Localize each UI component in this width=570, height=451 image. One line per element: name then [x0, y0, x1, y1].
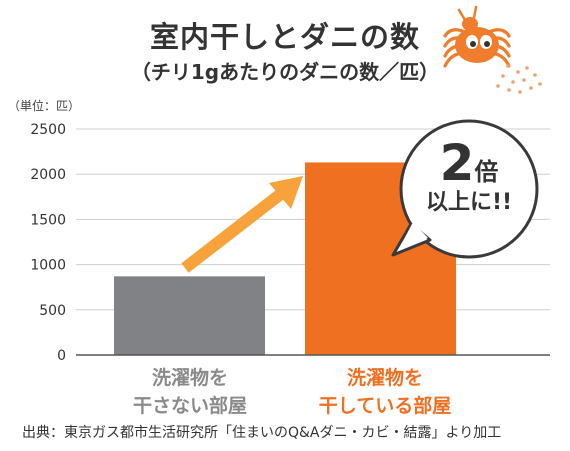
chart-title: 室内干しとダニの数 — [149, 20, 420, 54]
y-tick-label: 1500 — [30, 212, 66, 228]
dust-dot — [511, 80, 515, 84]
chart-subtitle: （チリ1gあたりのダニの数／匹） — [130, 60, 440, 84]
bubble-tail-fill — [398, 222, 428, 251]
dust-dot — [522, 78, 526, 82]
bubble-circle — [399, 119, 539, 259]
callout-text: 2倍 以上に!! — [400, 138, 538, 218]
mite-antenna — [457, 5, 478, 22]
bars — [114, 162, 456, 355]
arrow-head — [269, 176, 303, 209]
dust-dot — [525, 66, 529, 70]
mite-pupil — [470, 41, 476, 47]
category-label-line2: 干さない部屋 — [132, 395, 247, 417]
y-tick-label: 0 — [57, 348, 66, 364]
bar — [114, 276, 265, 355]
unit-label: （単位：匹） — [8, 99, 81, 113]
y-tick-label: 2000 — [30, 167, 66, 183]
dust-dot — [529, 86, 533, 90]
category-label-drying: 洗濯物を 干している部屋 — [290, 364, 480, 420]
arrow-shaft — [181, 188, 286, 273]
dust-dot — [496, 84, 500, 88]
callout-big: 2 — [439, 134, 475, 192]
y-tick-label: 2500 — [30, 122, 66, 138]
mite-icon — [443, 5, 511, 68]
category-label-no-drying: 洗濯物を 干さない部屋 — [95, 364, 285, 420]
y-tick-label: 1000 — [30, 258, 66, 274]
y-axis-ticks: 0 500 1000 1500 2000 2500 — [30, 122, 66, 364]
category-label-line1: 洗濯物を — [346, 367, 423, 389]
dust-dot — [501, 74, 505, 78]
source-note: 出典：東京ガス都市生活研究所「住まいのQ&Aダニ・カビ・結露」より加工 — [22, 425, 502, 441]
dust-dot — [538, 82, 542, 86]
y-tick-label: 500 — [39, 303, 66, 319]
dust-dot — [518, 90, 522, 94]
mite-pupil — [484, 41, 490, 47]
dust-dot — [516, 70, 520, 74]
dust-dot — [533, 73, 537, 77]
trend-arrow — [181, 176, 303, 273]
category-label-line1: 洗濯物を — [151, 367, 228, 389]
callout-bubble — [391, 119, 539, 259]
category-label-line2: 干している部屋 — [318, 395, 452, 417]
mite-leg — [443, 28, 467, 38]
callout-line2: 以上に!! — [425, 190, 513, 215]
dust-dot — [507, 88, 511, 92]
callout-small: 倍 — [474, 158, 499, 186]
dust-dots-icon — [496, 64, 542, 94]
dust-dot — [506, 64, 510, 68]
mite-leg — [487, 28, 511, 38]
